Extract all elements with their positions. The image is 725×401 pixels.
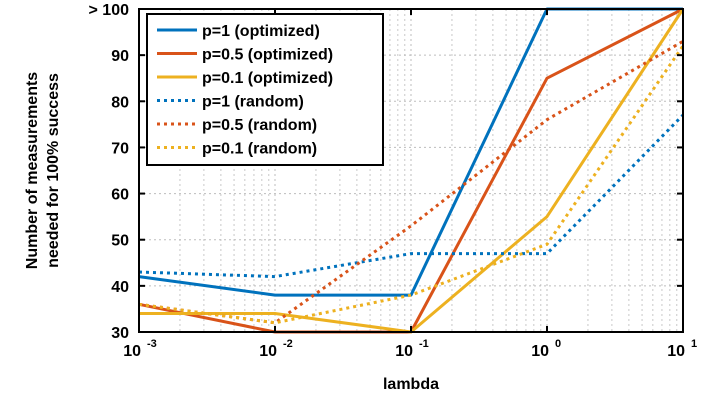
x-tick-exponent: 0 [555,338,561,350]
x-tick-base: 10 [123,343,141,360]
legend-label: p=0.5 (optimized) [202,47,333,64]
x-tick-base: 10 [395,343,413,360]
x-tick-label: 10 -3 [123,338,157,360]
x-tick-label: 10 1 [667,338,697,360]
legend-label: p=1 (random) [202,94,304,111]
y-tick-label: 40 [111,279,129,296]
y-tick-label: 90 [111,48,129,65]
y-tick-label: 80 [111,94,129,111]
y-tick-label: > 100 [89,2,130,19]
x-axis-label: lambda [383,376,439,393]
x-tick-exponent: -2 [283,338,293,350]
y-axis-label-line: Number of measurements [24,72,41,269]
legend-label: p=0.1 (random) [202,141,317,158]
y-tick-label: 60 [111,187,129,204]
x-tick-label: 10 -2 [259,338,293,360]
legend-box [146,13,384,166]
x-tick-label: 10 -1 [395,338,429,360]
series-line-6 [138,45,685,325]
x-tick-exponent: -3 [147,338,157,350]
x-tick-exponent: -1 [419,338,429,350]
y-axis-label: Number of measurements needed for 100% su… [24,72,62,269]
x-tick-base: 10 [531,343,549,360]
legend-label: p=1 (optimized) [202,23,320,40]
legend-label: p=0.5 (random) [202,117,317,134]
x-tick-exponent: 1 [691,338,697,350]
axis-ticks: 30 40 50 60 70 80 90 > 100 10 -3 10 -2 10 -1 10 0 10 1 [89,2,698,360]
x-tick-base: 10 [259,343,277,360]
y-axis-label-line: needed for 100% success [45,73,62,268]
y-tick-label: 30 [111,325,129,342]
y-tick-label: 50 [111,233,129,250]
x-tick-label: 10 0 [531,338,561,360]
legend: p=1 (optimized) p=0.5 (optimized) p=0.1 (o… [146,13,384,166]
legend-label: p=0.1 (optimized) [202,70,333,87]
y-tick-label: 70 [111,140,129,157]
x-tick-base: 10 [667,343,685,360]
series-line-4 [138,114,685,279]
